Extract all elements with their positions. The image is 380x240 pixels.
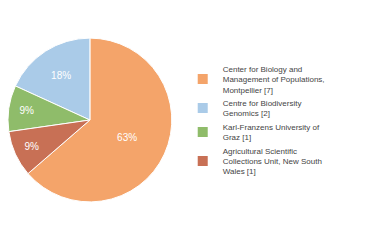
svg-text:Centre for BiodiversityGenomic: Centre for BiodiversityGenomics [2] [223, 99, 302, 118]
svg-text:9%: 9% [24, 141, 39, 152]
svg-text:63%: 63% [117, 132, 137, 143]
svg-text:9%: 9% [19, 105, 34, 116]
svg-text:18%: 18% [51, 70, 71, 81]
svg-text:Center for Biology andManageme: Center for Biology andManagement of Popu… [223, 65, 325, 95]
svg-text:Agricultural ScientificCollect: Agricultural ScientificCollections Unit,… [223, 147, 322, 177]
svg-text:Karl-Franzens University ofGra: Karl-Franzens University ofGraz [1] [223, 123, 320, 142]
